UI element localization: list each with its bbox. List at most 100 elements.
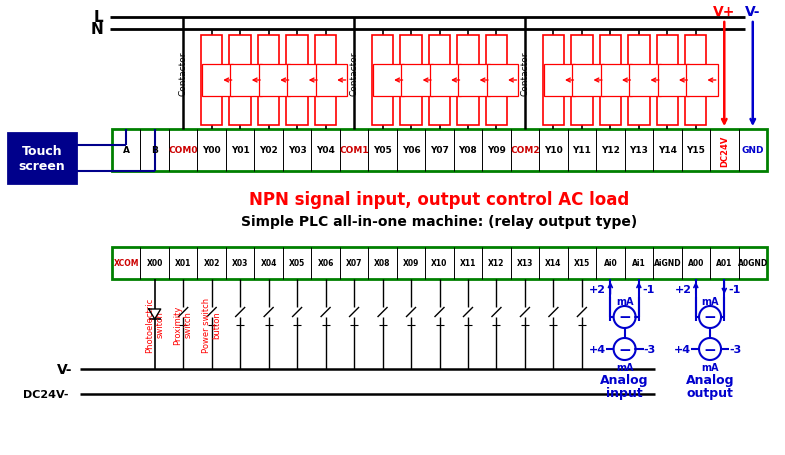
Bar bbox=[287, 36, 308, 126]
Text: X00: X00 bbox=[147, 259, 163, 268]
Bar bbox=[8, 134, 76, 184]
Text: X02: X02 bbox=[203, 259, 220, 268]
Text: X03: X03 bbox=[232, 259, 248, 268]
Bar bbox=[656, 36, 678, 126]
Bar bbox=[685, 36, 706, 126]
Bar bbox=[372, 36, 393, 126]
Text: −: − bbox=[619, 310, 631, 325]
Bar bbox=[287, 65, 319, 96]
Text: Ai1: Ai1 bbox=[632, 259, 646, 268]
Text: V-: V- bbox=[57, 362, 72, 376]
Text: GND: GND bbox=[742, 146, 764, 155]
Text: Y08: Y08 bbox=[458, 146, 477, 155]
Text: DC24V: DC24V bbox=[720, 135, 728, 167]
Bar bbox=[458, 65, 490, 96]
Bar bbox=[571, 36, 593, 126]
Bar bbox=[202, 65, 233, 96]
Text: Analog: Analog bbox=[601, 374, 649, 387]
Text: mA: mA bbox=[616, 362, 633, 372]
Text: X06: X06 bbox=[317, 259, 334, 268]
Text: Y11: Y11 bbox=[572, 146, 591, 155]
Bar bbox=[316, 65, 348, 96]
Text: A00: A00 bbox=[688, 259, 704, 268]
Text: X13: X13 bbox=[517, 259, 533, 268]
Bar bbox=[487, 65, 518, 96]
Text: COM0: COM0 bbox=[169, 146, 198, 155]
Bar bbox=[373, 65, 404, 96]
Bar bbox=[201, 36, 222, 126]
Bar bbox=[429, 36, 450, 126]
Bar bbox=[544, 65, 575, 96]
Text: Proximity
switch: Proximity switch bbox=[173, 305, 193, 344]
Text: X12: X12 bbox=[488, 259, 505, 268]
Text: Simple PLC all-in-one machine: (relay output type): Simple PLC all-in-one machine: (relay ou… bbox=[241, 214, 637, 228]
Bar bbox=[628, 36, 649, 126]
Text: Y04: Y04 bbox=[316, 146, 335, 155]
Text: +4: +4 bbox=[589, 344, 605, 354]
Bar bbox=[486, 36, 507, 126]
Text: -3: -3 bbox=[644, 344, 655, 354]
Bar bbox=[458, 36, 479, 126]
Text: Photoelectric
switch: Photoelectric switch bbox=[145, 297, 164, 352]
Text: Y14: Y14 bbox=[658, 146, 677, 155]
Bar bbox=[229, 36, 251, 126]
Text: Contactor: Contactor bbox=[520, 51, 529, 96]
Text: Y07: Y07 bbox=[430, 146, 449, 155]
Bar bbox=[400, 36, 422, 126]
Text: output: output bbox=[687, 387, 733, 399]
Text: Y13: Y13 bbox=[630, 146, 648, 155]
Bar bbox=[658, 65, 689, 96]
Text: X15: X15 bbox=[574, 259, 590, 268]
Text: +4: +4 bbox=[674, 344, 691, 354]
Text: Contactor: Contactor bbox=[179, 51, 188, 96]
Text: X08: X08 bbox=[374, 259, 391, 268]
Bar bbox=[629, 65, 661, 96]
Text: A01: A01 bbox=[716, 259, 732, 268]
Text: Analog: Analog bbox=[686, 374, 734, 387]
Text: Y15: Y15 bbox=[686, 146, 705, 155]
Text: mA: mA bbox=[701, 362, 719, 372]
Bar bbox=[231, 65, 262, 96]
Text: A0GND: A0GND bbox=[738, 259, 768, 268]
Bar bbox=[600, 36, 621, 126]
Text: Y09: Y09 bbox=[487, 146, 506, 155]
Text: AiGND: AiGND bbox=[654, 259, 681, 268]
Bar bbox=[112, 248, 767, 279]
Bar bbox=[601, 65, 632, 96]
Text: Y10: Y10 bbox=[544, 146, 563, 155]
Text: -1: -1 bbox=[728, 284, 741, 294]
Text: +2: +2 bbox=[590, 284, 606, 294]
Text: −: − bbox=[703, 310, 717, 325]
Text: −: − bbox=[703, 343, 717, 358]
Text: A: A bbox=[122, 146, 130, 155]
Text: COM1: COM1 bbox=[339, 146, 369, 155]
Text: NPN signal input, output control AC load: NPN signal input, output control AC load bbox=[250, 191, 630, 208]
Text: COM2: COM2 bbox=[510, 146, 540, 155]
Text: Y12: Y12 bbox=[601, 146, 620, 155]
Text: −: − bbox=[619, 343, 631, 358]
Text: Y01: Y01 bbox=[231, 146, 250, 155]
Bar bbox=[315, 36, 336, 126]
Bar bbox=[258, 36, 279, 126]
Text: mA: mA bbox=[616, 296, 633, 306]
Text: X01: X01 bbox=[175, 259, 192, 268]
Text: Y03: Y03 bbox=[288, 146, 306, 155]
Text: X04: X04 bbox=[261, 259, 277, 268]
Text: X11: X11 bbox=[460, 259, 476, 268]
Text: Contactor: Contactor bbox=[349, 51, 359, 96]
Bar bbox=[542, 36, 564, 126]
Bar bbox=[686, 65, 717, 96]
Text: B: B bbox=[152, 146, 158, 155]
Text: X10: X10 bbox=[431, 259, 447, 268]
Bar bbox=[401, 65, 433, 96]
Text: X07: X07 bbox=[346, 259, 363, 268]
Text: Y02: Y02 bbox=[259, 146, 278, 155]
Text: Ai0: Ai0 bbox=[604, 259, 617, 268]
Text: -3: -3 bbox=[729, 344, 741, 354]
Text: +2: +2 bbox=[675, 284, 692, 294]
Text: input: input bbox=[606, 387, 643, 399]
Text: L: L bbox=[93, 10, 103, 25]
Text: X05: X05 bbox=[289, 259, 305, 268]
Text: -1: -1 bbox=[643, 284, 655, 294]
Text: X14: X14 bbox=[546, 259, 561, 268]
